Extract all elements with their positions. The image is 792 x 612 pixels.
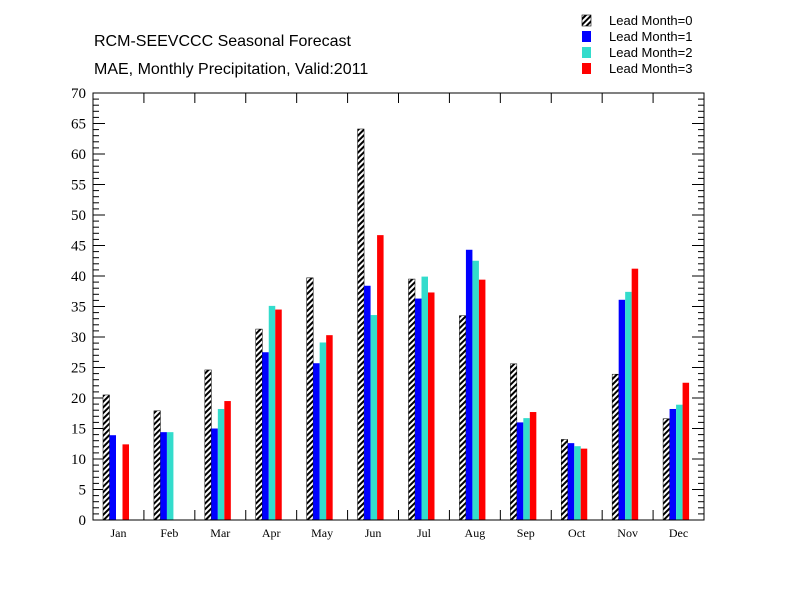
y-tick-label: 55 — [71, 178, 86, 194]
legend-swatch — [582, 31, 591, 42]
x-axis: Jan Feb Mar Apr May Jun Jul Aug Sep Oct Nov Dec — [110, 93, 688, 540]
bar-nov-series-3 — [631, 268, 639, 520]
x-tick-label: Jun — [365, 526, 382, 540]
bar-may-series-1 — [313, 363, 320, 520]
x-tick-label: Oct — [568, 526, 586, 540]
x-tick-label: Sep — [517, 526, 535, 540]
y-tick-label: 5 — [79, 483, 87, 499]
x-tick-label: May — [311, 526, 333, 540]
bar-dec-series-1 — [669, 408, 677, 520]
y-tick-label: 20 — [71, 391, 86, 407]
legend-label: Lead Month=2 — [609, 45, 692, 60]
bar-aug-series-3 — [478, 279, 486, 520]
bar-may-series-2 — [319, 342, 327, 520]
bar-jun-series-2 — [370, 315, 378, 520]
bar-oct-series-2 — [574, 446, 581, 520]
bar-mar-series-1 — [211, 428, 218, 520]
plot-frame — [92, 92, 705, 521]
y-tick-label: 40 — [71, 269, 86, 285]
y-tick-label: 45 — [71, 239, 86, 255]
bar-jul-series-2 — [421, 276, 428, 520]
bar-sep-series-0 — [510, 363, 518, 521]
bar-mar-series-3 — [224, 401, 231, 520]
bar-jan-series-1 — [109, 435, 116, 520]
bar-feb-series-1 — [160, 432, 167, 520]
x-tick-label: Apr — [262, 526, 281, 540]
bar-jul-series-1 — [415, 298, 422, 520]
bar-may-series-3 — [326, 335, 333, 520]
bar-feb-series-2 — [166, 432, 174, 520]
bar-jan-series-0 — [102, 394, 110, 521]
chart-title: RCM-SEEVCCC Seasonal Forecast — [94, 33, 352, 50]
legend-label: Lead Month=0 — [609, 13, 692, 28]
bar-may-series-0 — [306, 277, 314, 521]
bar-jul-series-0 — [408, 278, 416, 521]
y-tick-label: 15 — [71, 422, 86, 438]
bar-sep-series-2 — [523, 418, 530, 520]
legend-swatch — [582, 47, 591, 58]
bar-oct-series-0 — [561, 439, 568, 521]
bar-sep-series-1 — [516, 422, 524, 520]
bar-jun-series-3 — [377, 235, 384, 520]
y-tick-label: 30 — [71, 330, 86, 346]
bar-nov-series-0 — [611, 373, 619, 521]
bar-aug-series-1 — [465, 249, 473, 520]
legend-label: Lead Month=1 — [609, 29, 692, 44]
x-tick-label: Jul — [417, 526, 432, 540]
legend-swatch — [582, 63, 591, 74]
x-tick-label: Dec — [669, 526, 688, 540]
bar-mar-series-2 — [217, 408, 225, 520]
bar-apr-series-3 — [275, 309, 282, 520]
bar-jun-series-0 — [357, 128, 365, 521]
bar-mar-series-0 — [204, 369, 212, 521]
bar-jan-series-3 — [122, 444, 129, 520]
x-tick-label: Jan — [110, 526, 126, 540]
y-tick-label: 0 — [79, 513, 87, 529]
bar-dec-series-0 — [662, 418, 670, 521]
y-tick-label: 35 — [71, 300, 86, 316]
y-tick-label: 60 — [71, 147, 86, 163]
x-tick-label: Mar — [210, 526, 230, 540]
bar-aug-series-0 — [459, 315, 467, 521]
x-tick-label: Aug — [465, 526, 486, 540]
bar-nov-series-1 — [618, 299, 626, 520]
bar-oct-series-3 — [580, 448, 588, 520]
bar-apr-series-0 — [255, 328, 263, 521]
chart-subtitle: MAE, Monthly Precipitation, Valid:2011 — [94, 61, 368, 78]
bar-feb-series-0 — [153, 410, 161, 521]
legend-label: Lead Month=3 — [609, 61, 692, 76]
y-tick-label: 65 — [71, 117, 86, 133]
bar-jul-series-3 — [428, 292, 435, 520]
y-tick-label: 25 — [71, 361, 86, 377]
y-tick-label: 50 — [71, 208, 86, 224]
bar-apr-series-1 — [262, 352, 269, 520]
bar-dec-series-2 — [676, 404, 683, 520]
bar-sep-series-3 — [529, 412, 537, 520]
y-axis: 0 5 10 15 20 25 30 35 40 45 50 55 60 65 70 — [71, 86, 704, 529]
bar-jun-series-1 — [364, 285, 371, 520]
y-tick-label: 10 — [71, 452, 86, 468]
bar-nov-series-2 — [625, 291, 632, 520]
bar-dec-series-3 — [682, 382, 690, 520]
x-tick-label: Feb — [160, 526, 178, 540]
x-tick-label: Nov — [617, 526, 638, 540]
y-tick-label: 70 — [71, 86, 86, 102]
bar-oct-series-1 — [567, 443, 575, 520]
legend-swatch — [581, 14, 592, 27]
bars — [102, 128, 690, 521]
bar-aug-series-2 — [472, 260, 479, 520]
bar-apr-series-2 — [268, 305, 276, 520]
